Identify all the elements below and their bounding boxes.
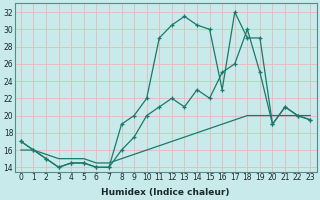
X-axis label: Humidex (Indice chaleur): Humidex (Indice chaleur)	[101, 188, 230, 197]
